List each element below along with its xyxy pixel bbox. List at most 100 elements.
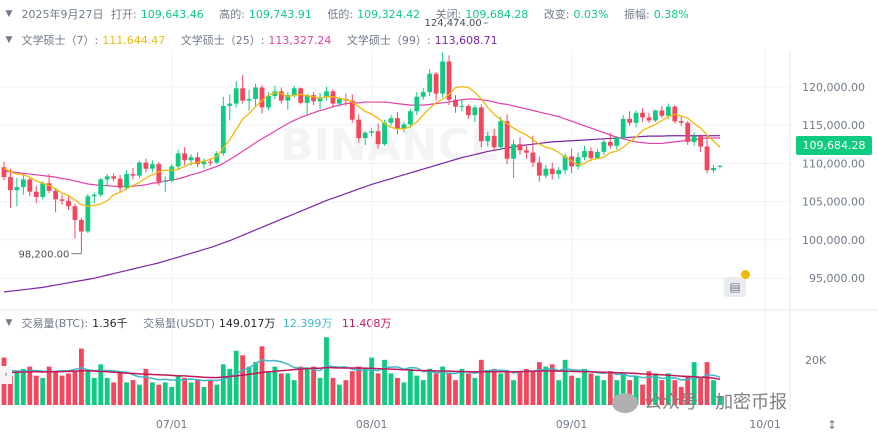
volume-bar-14 bbox=[91, 377, 97, 405]
volume-bar-35 bbox=[227, 368, 233, 405]
candle-body-23 bbox=[149, 164, 155, 169]
volume-bar-32 bbox=[208, 380, 213, 405]
ma99-label: 文学硕士（99）: bbox=[346, 34, 431, 47]
volume-bar-5 bbox=[33, 375, 39, 405]
ma-legend-row: ▼ 文学硕士（7）: 111,644.47 文学硕士（25）: 113,327.24… bbox=[0, 32, 878, 50]
volume-bar-108 bbox=[698, 377, 703, 405]
candle-body-2 bbox=[14, 187, 20, 191]
ma-collapse-chevron-icon[interactable]: ▼ bbox=[5, 35, 13, 45]
volume-bar-59 bbox=[382, 359, 387, 405]
volume-bar-58 bbox=[375, 373, 381, 405]
volume-bar-89 bbox=[575, 377, 581, 405]
candle-body-109 bbox=[704, 146, 710, 171]
price-tick-label-2: 105,000.00 bbox=[802, 196, 865, 209]
candle-body-82 bbox=[530, 152, 536, 163]
candle-body-10 bbox=[66, 200, 71, 207]
candle-body-64 bbox=[414, 96, 420, 112]
candle-body-105 bbox=[678, 121, 684, 123]
volume-bar-92 bbox=[595, 375, 600, 405]
candle-body-35 bbox=[227, 103, 233, 106]
candle-body-12 bbox=[79, 220, 84, 232]
volume-usdt-value: 149.017万 bbox=[218, 317, 276, 330]
volume-bar-30 bbox=[195, 380, 200, 405]
candle-body-50 bbox=[324, 91, 329, 98]
candle-body-56 bbox=[362, 132, 368, 139]
ma7-series-line bbox=[3, 86, 721, 207]
volume-bar-18 bbox=[117, 373, 123, 405]
candle-body-31 bbox=[201, 161, 207, 165]
volume-bar-7 bbox=[46, 366, 52, 405]
candle-body-7 bbox=[46, 183, 52, 191]
volume-bar-10 bbox=[66, 373, 71, 405]
volume-bar-12 bbox=[79, 348, 84, 405]
candle-body-21 bbox=[137, 162, 142, 176]
binance-watermark: BINANCE bbox=[280, 120, 500, 171]
volume-bar-84 bbox=[543, 366, 549, 405]
volume-bar-9 bbox=[59, 375, 65, 405]
price-tick-label-0: 95,000.00 bbox=[809, 272, 865, 285]
candle-body-24 bbox=[156, 164, 162, 182]
high-value: 109,743.91 bbox=[248, 7, 312, 21]
ma25-line bbox=[3, 98, 720, 187]
volume-bar-49 bbox=[317, 377, 323, 405]
candle-body-3 bbox=[20, 179, 26, 188]
amplitude-label: 振幅: bbox=[623, 8, 650, 21]
candle-body-27 bbox=[175, 153, 181, 167]
volume-bar-17 bbox=[111, 382, 117, 405]
candle-body-54 bbox=[349, 100, 355, 120]
volume-bar-80 bbox=[517, 371, 523, 405]
price-alert-button[interactable]: ▤ bbox=[724, 277, 746, 297]
candle-body-66 bbox=[427, 73, 433, 93]
volume-btc-value: 1.36千 bbox=[92, 317, 128, 330]
volume-bar-111 bbox=[717, 395, 723, 405]
volume-bar-105 bbox=[678, 386, 684, 405]
volume-bar-107 bbox=[691, 362, 697, 405]
volume-collapse-chevron-icon[interactable]: ▼ bbox=[5, 318, 13, 328]
candle-body-18 bbox=[117, 178, 123, 188]
candle-body-22 bbox=[143, 162, 149, 169]
candle-body-106 bbox=[685, 122, 691, 142]
candle-body-62 bbox=[401, 124, 407, 129]
volume-bar-2 bbox=[14, 371, 20, 405]
amplitude-value: 0.38% bbox=[653, 7, 689, 21]
candle-body-1 bbox=[8, 177, 13, 191]
candle-body-75 bbox=[485, 135, 491, 142]
wechat-icon bbox=[612, 393, 638, 413]
volume-bar-57 bbox=[369, 357, 375, 405]
candle-body-46 bbox=[298, 88, 304, 103]
price-tick-label-5: 120,000.00 bbox=[802, 81, 865, 94]
volume-bar-100 bbox=[646, 371, 652, 405]
volume-bar-21 bbox=[137, 384, 142, 405]
volume-bar-85 bbox=[549, 364, 555, 405]
volume-bar-56 bbox=[362, 368, 368, 405]
volume-bar-41 bbox=[266, 371, 271, 405]
candle-body-107 bbox=[691, 136, 697, 142]
candle-body-108 bbox=[698, 136, 703, 147]
volume-bar-81 bbox=[524, 368, 529, 405]
candles bbox=[1, 52, 723, 254]
volume-bar-34 bbox=[220, 364, 226, 405]
change-label: 改变: bbox=[543, 8, 570, 21]
volume-bar-53 bbox=[343, 380, 349, 405]
alert-icon: ▤ bbox=[729, 280, 741, 294]
volume-bar-77 bbox=[498, 373, 504, 405]
volume-bar-103 bbox=[665, 373, 671, 405]
price-tick-label-3: 110,000.00 bbox=[802, 157, 865, 170]
candle-body-76 bbox=[491, 135, 497, 148]
volume-bar-50 bbox=[324, 337, 329, 405]
auto-scale-icon[interactable]: ↕ bbox=[827, 418, 838, 432]
candle-body-43 bbox=[278, 91, 284, 101]
volume-panel-toggle[interactable]: › bbox=[0, 366, 12, 384]
volume-bar-79 bbox=[511, 380, 516, 405]
candle-body-38 bbox=[246, 99, 252, 101]
volume-bar-46 bbox=[298, 366, 304, 405]
ma25-value: 113,327.24 bbox=[268, 33, 332, 47]
volume-bar-54 bbox=[349, 371, 355, 405]
candle-body-95 bbox=[614, 138, 620, 146]
volume-bar-3 bbox=[20, 368, 26, 405]
collapse-chevron-icon[interactable]: ▼ bbox=[5, 9, 13, 19]
ma7-value: 111,644.47 bbox=[102, 33, 166, 47]
volume-bar-95 bbox=[614, 380, 620, 405]
volume-bar-48 bbox=[311, 366, 316, 405]
